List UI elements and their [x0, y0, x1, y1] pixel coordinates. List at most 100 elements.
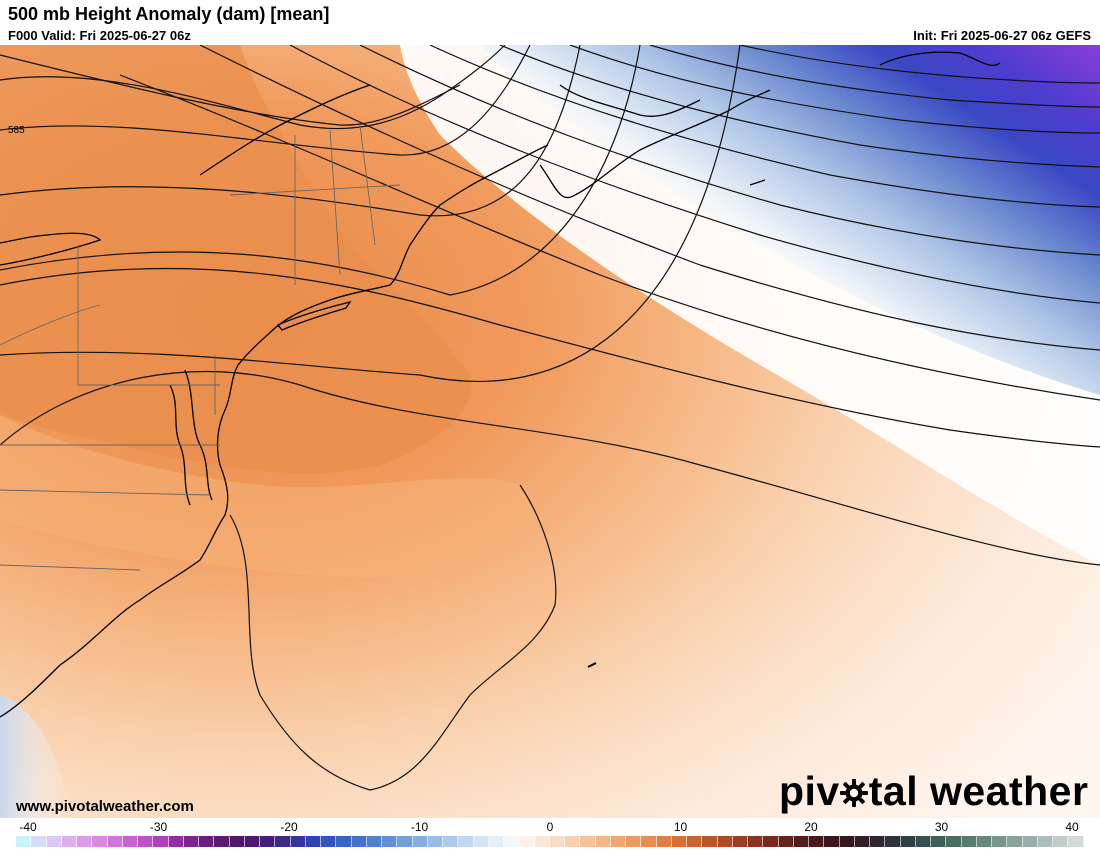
colorbar-tick-label: -10 — [410, 820, 429, 834]
colorbar-cell — [687, 836, 703, 847]
brand-text-right: tal weather — [868, 768, 1089, 814]
positive-anomaly-mid — [0, 415, 536, 578]
political-borders — [0, 124, 401, 571]
colorbar-cell — [931, 836, 947, 847]
colorbar-cell — [961, 836, 977, 847]
colorbar-cell — [549, 836, 565, 847]
colorbar-cell — [839, 836, 855, 847]
colorbar-tick-label: 30 — [934, 820, 949, 834]
colorbar-cell — [183, 836, 199, 847]
colorbar-cell — [565, 836, 581, 847]
colorbar-cell — [656, 836, 672, 847]
colorbar-cell — [534, 836, 550, 847]
colorbar-cell — [412, 836, 428, 847]
colorbar-tick-label: 0 — [546, 820, 554, 834]
colorbar-cell — [321, 836, 337, 847]
colorbar-cell — [580, 836, 596, 847]
colorbar-cell — [366, 836, 382, 847]
colorbar-cell — [1007, 836, 1023, 847]
gear-icon — [839, 766, 869, 816]
colorbar-cell — [61, 836, 77, 847]
colorbar-tick-label: 40 — [1065, 820, 1079, 834]
colorbar-cell — [46, 836, 62, 847]
coastline — [0, 51, 1001, 718]
colorbar-cell — [793, 836, 809, 847]
colorbar-cell — [305, 836, 321, 847]
colorbar-cell — [107, 836, 123, 847]
colorbar-cell — [290, 836, 306, 847]
colorbar-tick-label: -30 — [149, 820, 168, 834]
colorbar-cell — [946, 836, 962, 847]
colorbar-cell — [885, 836, 901, 847]
colorbar-cell — [427, 836, 443, 847]
colorbar-cell — [153, 836, 169, 847]
offshore-contour — [229, 484, 557, 791]
colorbar-cell — [351, 836, 367, 847]
bermuda — [587, 662, 597, 668]
colorbar-cell — [138, 836, 154, 847]
colorbar-cell — [519, 836, 535, 847]
colorbar-cell — [168, 836, 184, 847]
colorbar-cell — [199, 836, 215, 847]
colorbar-cell — [992, 836, 1008, 847]
colorbar-cell — [260, 836, 276, 847]
colorbar-cell — [671, 836, 687, 847]
colorbar-cell — [641, 836, 657, 847]
colorbar-cell — [1022, 836, 1038, 847]
positive-anomaly-core — [0, 45, 472, 474]
map-title: 500 mb Height Anomaly (dam) [mean] — [8, 4, 330, 24]
colorbar-cell — [31, 836, 47, 847]
colorbar — [16, 836, 1084, 847]
colorbar-cell — [1053, 836, 1069, 847]
colorbar-tick-label: 20 — [804, 820, 818, 834]
colorbar-cell — [214, 836, 230, 847]
pivotal-weather-logo: piv tal weather — [779, 766, 1088, 816]
colorbar-tick-label: 10 — [673, 820, 688, 834]
colorbar-cell — [275, 836, 291, 847]
colorbar-cell — [443, 836, 459, 847]
anomaly-map: 585 — [0, 45, 1100, 818]
colorbar-cell — [610, 836, 626, 847]
colorbar-cell — [870, 836, 886, 847]
colorbar-cell — [915, 836, 931, 847]
website-url[interactable]: www.pivotalweather.com — [16, 798, 194, 815]
colorbar-cell — [458, 836, 474, 847]
colorbar-cell — [900, 836, 916, 847]
height-contours — [0, 45, 1100, 566]
colorbar-cell — [92, 836, 108, 847]
colorbar-cell — [504, 836, 520, 847]
colorbar-cell — [397, 836, 413, 847]
colorbar-cell — [382, 836, 398, 847]
colorbar-cell — [809, 836, 825, 847]
colorbar-cell — [732, 836, 748, 847]
colorbar-tick-label: -20 — [280, 820, 298, 834]
colorbar-cell — [16, 836, 32, 847]
valid-time: F000 Valid: Fri 2025-06-27 06z — [8, 28, 191, 43]
colorbar-cell — [748, 836, 764, 847]
colorbar-tick-label: -40 — [19, 820, 37, 834]
colorbar-cell — [854, 836, 870, 847]
colorbar-cell — [976, 836, 992, 847]
colorbar-cell — [1068, 836, 1084, 847]
colorbar-cell — [824, 836, 840, 847]
colorbar-cell — [229, 836, 245, 847]
colorbar-cell — [1037, 836, 1053, 847]
southwest-negative-anomaly — [0, 695, 70, 818]
colorbar-cell — [595, 836, 611, 847]
colorbar-cell — [778, 836, 794, 847]
colorbar-cell — [702, 836, 718, 847]
negative-anomaly-field — [480, 45, 1100, 395]
colorbar-cell — [244, 836, 260, 847]
colorbar-cell — [77, 836, 93, 847]
colorbar-cell — [122, 836, 138, 847]
colorbar-cell — [717, 836, 733, 847]
init-time: Init: Fri 2025-06-27 06z GEFS — [913, 28, 1091, 43]
colorbar-cell — [763, 836, 779, 847]
colorbar-cell — [336, 836, 352, 847]
colorbar-tick-labels: -40 -30 -20 -10 0 10 20 30 40 — [0, 818, 1100, 836]
colorbar-cell — [626, 836, 642, 847]
colorbar-cell — [488, 836, 504, 847]
colorbar-cell — [473, 836, 489, 847]
contour-label-585: 585 — [8, 125, 25, 136]
brand-text-left: piv — [779, 768, 840, 814]
